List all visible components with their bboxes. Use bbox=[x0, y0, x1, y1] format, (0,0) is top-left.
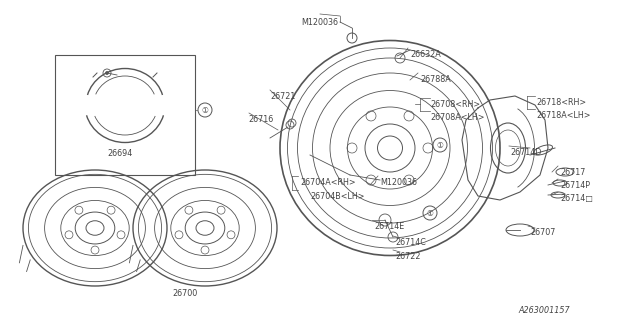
Text: ①: ① bbox=[202, 106, 209, 115]
Text: 26694: 26694 bbox=[108, 148, 132, 157]
Text: ①: ① bbox=[436, 140, 444, 149]
Text: A263001157: A263001157 bbox=[518, 306, 570, 315]
Text: 26788A: 26788A bbox=[420, 75, 451, 84]
Text: 26718A<LH>: 26718A<LH> bbox=[536, 111, 591, 120]
Text: 26714P: 26714P bbox=[560, 181, 590, 190]
Text: 26714E: 26714E bbox=[374, 222, 404, 231]
Text: 26721: 26721 bbox=[270, 92, 296, 101]
Text: ①: ① bbox=[427, 209, 433, 218]
Text: M120036: M120036 bbox=[380, 178, 417, 187]
Text: 26704A<RH>: 26704A<RH> bbox=[300, 178, 356, 187]
Text: 26722: 26722 bbox=[395, 252, 420, 261]
Text: 26714D: 26714D bbox=[510, 148, 541, 157]
Text: 26718<RH>: 26718<RH> bbox=[536, 98, 586, 107]
Circle shape bbox=[106, 71, 109, 75]
Text: 26708<RH>: 26708<RH> bbox=[430, 100, 480, 109]
Text: 26707: 26707 bbox=[530, 228, 556, 237]
Text: 26704B<LH>: 26704B<LH> bbox=[310, 192, 365, 201]
Text: 26632A: 26632A bbox=[410, 50, 441, 59]
Text: 26700: 26700 bbox=[172, 289, 198, 298]
Text: 26714□: 26714□ bbox=[560, 194, 593, 203]
Text: 26708A<LH>: 26708A<LH> bbox=[430, 113, 484, 122]
Text: 26717: 26717 bbox=[560, 168, 586, 177]
Bar bbox=[55, 55, 195, 175]
Text: M120036: M120036 bbox=[301, 18, 339, 27]
Text: 26716: 26716 bbox=[248, 115, 273, 124]
Text: 26714C: 26714C bbox=[395, 238, 426, 247]
